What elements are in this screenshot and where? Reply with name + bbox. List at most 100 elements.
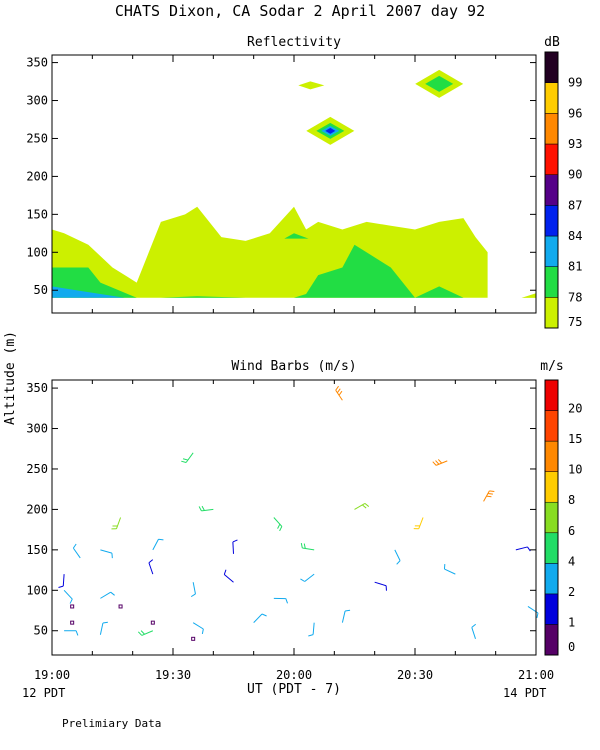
wind-barb xyxy=(444,568,456,575)
wind-barb xyxy=(192,622,204,630)
wind-barb xyxy=(273,517,283,527)
colorbar-swatch xyxy=(544,205,559,237)
colorbar-swatch xyxy=(544,471,559,503)
wind-barb xyxy=(70,620,75,625)
y-tick-label: 350 xyxy=(26,381,48,395)
wind-barb-panel: 50 100 150 200 250 300 350 19:00 19:30 20:00 20:30… xyxy=(26,379,554,682)
colorbar-swatch xyxy=(544,297,559,329)
y-tick-label: 150 xyxy=(26,543,48,557)
wind-barb xyxy=(277,523,281,529)
colorbar-swatch xyxy=(544,593,559,625)
y-tick-label: 300 xyxy=(26,94,48,108)
wind-barb xyxy=(70,604,75,609)
wind-barb xyxy=(471,623,477,628)
y-axis-label: Altitude (m) xyxy=(3,331,18,425)
x-tick-label: 20:00 xyxy=(276,668,312,682)
wind-barb xyxy=(102,621,108,624)
x-axis-label: UT (PDT - 7) xyxy=(247,682,341,697)
wind-barb xyxy=(308,634,314,637)
wind-barb xyxy=(148,559,154,564)
colorbar-swatch xyxy=(544,143,559,175)
reflectivity-region xyxy=(325,127,336,134)
colorbar-label: 99 xyxy=(568,76,582,90)
wind-barb xyxy=(100,549,113,554)
colorbar-unit-top: dB xyxy=(544,35,560,50)
footer-note: Prelimiary Data xyxy=(62,717,161,730)
colorbar-unit-bottom: m/s xyxy=(540,359,563,374)
wind-barb xyxy=(471,627,476,639)
wind-barb xyxy=(432,461,437,466)
wind-barb xyxy=(72,547,81,559)
wind-barb xyxy=(312,622,315,635)
colorbar-label: 20 xyxy=(568,402,582,416)
wind-barb xyxy=(191,636,196,641)
plot-frame xyxy=(51,379,537,656)
wind-barb xyxy=(158,538,164,541)
reflectivity-region xyxy=(52,206,488,298)
colorbar-swatch xyxy=(544,501,559,534)
wind-barb xyxy=(100,591,111,599)
colorbar-swatch xyxy=(544,379,559,411)
reflectivity-region xyxy=(521,293,536,298)
colorbar-label: 93 xyxy=(568,137,582,151)
y-tick-label: 350 xyxy=(26,56,48,70)
reflectivity-panel: 50 100 150 200 250 300 350 xyxy=(26,54,537,314)
wind-barb xyxy=(435,460,440,465)
wind-barb xyxy=(148,562,154,575)
colorbar-label: 0 xyxy=(568,640,575,654)
wind-barb xyxy=(489,490,495,493)
wind-barb xyxy=(181,460,187,463)
y-tick-label: 50 xyxy=(34,283,48,297)
wind-barb xyxy=(72,543,77,549)
x-tick-label: 20:30 xyxy=(397,668,433,682)
wind-barb xyxy=(223,569,227,575)
reflectivity-region xyxy=(52,244,464,298)
colorbar-swatch xyxy=(544,51,559,83)
wind-barb xyxy=(394,549,401,561)
wind-barb xyxy=(374,581,387,587)
colorbar-label: 10 xyxy=(568,463,582,477)
wind-barb xyxy=(69,598,73,604)
colorbar-swatch xyxy=(544,174,559,206)
colorbar-swatch xyxy=(544,266,559,298)
wind-barb xyxy=(141,630,154,636)
wind-barb xyxy=(192,582,196,595)
x-tick-label: 19:00 xyxy=(34,668,70,682)
reflectivity-region xyxy=(284,233,309,239)
y-tick-label: 100 xyxy=(26,583,48,597)
y-tick-label: 300 xyxy=(26,422,48,436)
wind-barb xyxy=(232,541,234,554)
wind-barb xyxy=(303,543,306,549)
wind-barb xyxy=(261,613,267,617)
colorbar-frame xyxy=(544,379,559,656)
wind-barb xyxy=(536,612,539,618)
wind-barb xyxy=(361,504,367,509)
colorbar-label: 81 xyxy=(568,260,582,274)
colorbar-label: 75 xyxy=(568,315,582,329)
colorbar-frame xyxy=(544,51,559,329)
colorbar-swatch xyxy=(544,624,559,656)
wind-barb xyxy=(201,505,205,511)
wind-barb xyxy=(185,452,194,463)
panel-title-wind: Wind Barbs (m/s) xyxy=(231,359,356,374)
wind-barb xyxy=(300,542,303,549)
wind-barb xyxy=(110,591,115,596)
wind-barb xyxy=(115,517,122,529)
wind-barb xyxy=(515,546,528,551)
wind-barb xyxy=(182,458,189,461)
y-tick-label: 50 xyxy=(34,624,48,638)
wind-barb xyxy=(300,578,305,582)
wind-barb xyxy=(62,574,65,587)
y-tick-label: 200 xyxy=(26,169,48,183)
figure-title: CHATS Dixon, CA Sodar 2 April 2007 day 9… xyxy=(115,2,485,20)
wind-barb xyxy=(335,385,339,391)
wind-barb xyxy=(118,604,123,609)
y-tick-label: 150 xyxy=(26,207,48,221)
colorbar-label: 96 xyxy=(568,106,582,120)
wind-barb xyxy=(137,631,143,636)
wind-barb xyxy=(75,630,79,636)
panel-title-reflectivity: Reflectivity xyxy=(247,35,341,50)
wind-barb xyxy=(304,573,315,582)
colorbar-label: 87 xyxy=(568,198,582,212)
